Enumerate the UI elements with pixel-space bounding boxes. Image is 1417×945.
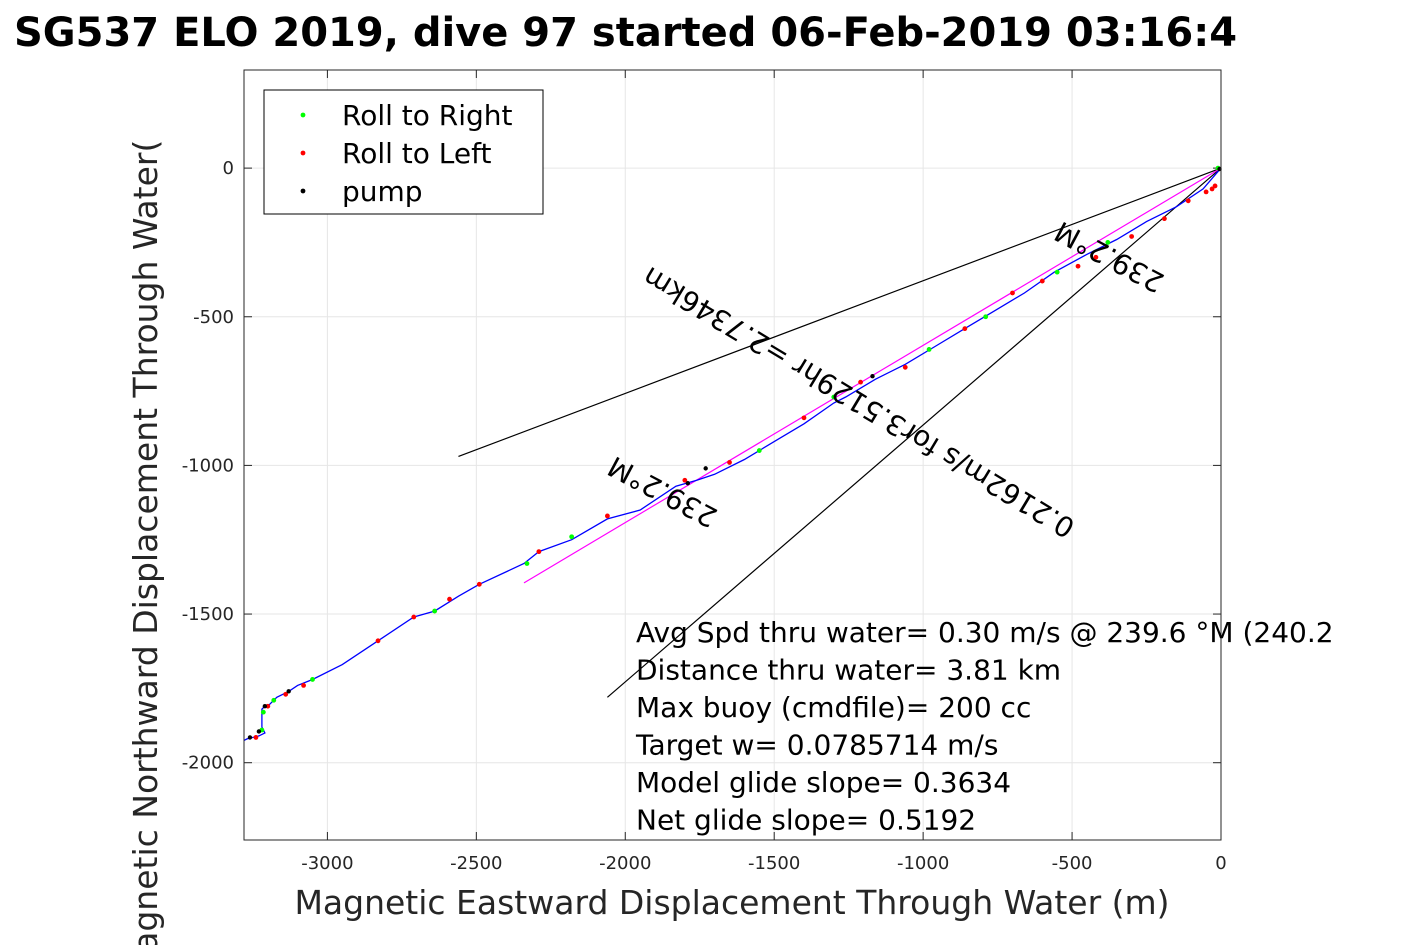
x-axis-label: Magnetic Eastward Displacement Through W… (294, 883, 1169, 922)
legend-label: Roll to Left (342, 137, 491, 170)
x-tick-label: -500 (1052, 853, 1093, 874)
roll-right-point (524, 561, 530, 566)
roll-left-point (476, 581, 482, 587)
pump-point (685, 481, 691, 486)
roll-left-point (1075, 263, 1081, 269)
roll-left-point (1129, 234, 1135, 239)
roll-left-point (682, 477, 688, 483)
roll-left-point (604, 513, 610, 519)
chart-title: SG537 ELO 2019, dive 97 started 06-Feb-2… (14, 10, 1237, 56)
x-tick-label: -1000 (897, 853, 949, 874)
roll-left-point (1203, 189, 1209, 195)
roll-right-point (831, 394, 837, 400)
pump-point (262, 704, 268, 709)
x-tick-label: -2500 (450, 853, 502, 874)
roll-left-point (375, 638, 381, 644)
legend-box (263, 89, 544, 215)
legend-label: Roll to Right (342, 99, 513, 132)
roll-right-point (983, 314, 989, 320)
x-tick-label: -2000 (599, 853, 651, 874)
x-tick-label: 0 (1215, 853, 1226, 874)
roll-right-point (926, 347, 932, 352)
roll-left-point (962, 326, 968, 332)
roll-right-point (756, 448, 762, 453)
roll-left-point (727, 460, 732, 465)
info-line: Target w= 0.0785714 m/s (635, 729, 998, 762)
roll-left-point (253, 735, 259, 740)
roll-left-point (283, 691, 289, 697)
legend-marker (300, 112, 306, 118)
info-line: Max buoy (cmdfile)= 200 cc (636, 691, 1031, 724)
x-tick-label: -1500 (748, 853, 800, 874)
roll-right-point (569, 534, 575, 540)
plot-frame (243, 69, 1222, 841)
pump-point (703, 466, 708, 471)
roll-right-point (260, 709, 266, 715)
y-tick-label: -500 (193, 307, 234, 328)
roll-right-point (310, 677, 315, 682)
info-text: Avg Spd thru water= 0.30 m/s @ 239.6 °M … (635, 616, 1334, 837)
roll-left-point (411, 614, 417, 620)
legend-marker (300, 150, 306, 156)
roll-left-point (902, 364, 908, 370)
y-tick-label: -1500 (182, 604, 234, 625)
legend-marker (300, 188, 306, 194)
roll-left-point (1185, 198, 1191, 204)
roll-left-point (1039, 278, 1045, 284)
roll-left-point (301, 683, 306, 688)
roll-left-point (1209, 186, 1215, 192)
legend-label: pump (342, 175, 423, 208)
roll-right-point (1105, 240, 1111, 245)
roll-left-point (1010, 290, 1015, 296)
legend: Roll to Right Roll to Left pump (263, 89, 544, 215)
roll-left-point (1212, 183, 1218, 189)
roll-left-point (858, 379, 863, 385)
info-line: Net glide slope= 0.5192 (636, 804, 976, 837)
heading-line (458, 167, 1222, 458)
info-line: Model glide slope= 0.3634 (636, 766, 1011, 799)
roll-left-point (801, 415, 807, 421)
info-line: Distance thru water= 3.81 km (636, 654, 1061, 687)
roll-right-point (1054, 269, 1060, 275)
pump-point (286, 689, 291, 694)
pump-point (256, 729, 262, 734)
heading-line (607, 167, 1222, 698)
roll-right-point (271, 697, 277, 703)
roll-right-point (432, 608, 438, 614)
info-line: Avg Spd thru water= 0.30 m/s @ 239.6 °M … (636, 616, 1334, 649)
y-tick-label: -1000 (182, 455, 234, 476)
markers (247, 165, 1222, 740)
axis-ticks: -3000 -2500 -2000 -1500 -1000 -500 0 0 -500 -1000… (182, 70, 1227, 874)
roll-left-point (1162, 216, 1167, 222)
roll-left-point (536, 549, 542, 555)
roll-left-point (447, 596, 452, 602)
y-tick-label: 0 (223, 158, 234, 179)
pump-point (247, 735, 253, 740)
pump-point (870, 374, 875, 379)
x-tick-label: -3000 (301, 853, 353, 874)
roll-left-point (1093, 254, 1099, 260)
y-axis-label: Magnetic Northward Displacement Through … (126, 140, 165, 945)
y-tick-label: -2000 (182, 753, 234, 774)
